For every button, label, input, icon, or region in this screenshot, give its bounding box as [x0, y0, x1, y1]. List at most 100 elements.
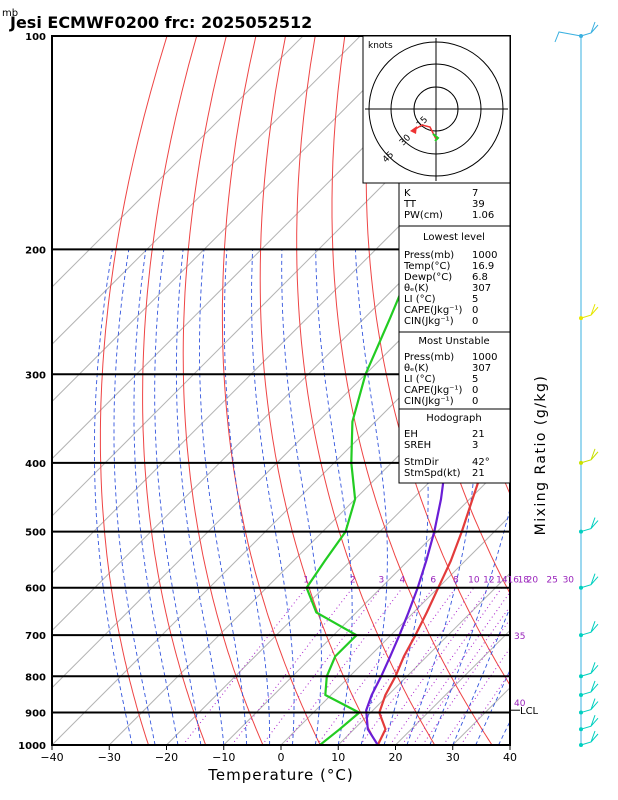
mixing-ratio-label: 6 [430, 576, 436, 586]
temperature-tick-label: 10 [331, 751, 345, 764]
dewpoint-profile [305, 68, 510, 745]
wind-barb [580, 715, 599, 730]
wind-barb [580, 573, 599, 589]
index-table-frame [398, 182, 511, 484]
most-unstable-row-0-label: Press(mb) [404, 352, 454, 363]
lowest-level-row-6-value: 0 [472, 316, 478, 327]
hodograph-stats-row-3-value: 21 [472, 468, 485, 479]
mixing-ratio-label: 12 [483, 576, 494, 586]
adiabat-labels: 35 40 [514, 632, 526, 709]
hodograph-stats-row-0-label: EH [404, 429, 418, 440]
most-unstable-row-3-value: 0 [472, 385, 478, 396]
pressure-tick-label: 400 [25, 459, 46, 470]
moist-adiabat-line [175, 249, 225, 745]
index-pwcm-label: PW(cm) [404, 210, 443, 221]
lowest-level-row-1-label: Temp(°C) [403, 261, 451, 272]
hodograph-unit: knots [368, 41, 393, 51]
mixing-ratio-line [261, 587, 382, 745]
temperature-tick-label: 30 [446, 751, 460, 764]
dry-adiabat-line [582, 36, 618, 745]
wind-barb [580, 730, 599, 746]
isotherm-line [166, 400, 510, 745]
lowest-level-title: Lowest level [423, 232, 485, 243]
lowest-level-row-1-value: 16.9 [472, 261, 494, 272]
pressure-tick-label: 200 [25, 245, 46, 256]
mixing-ratio-line [401, 591, 510, 745]
wind-barb [580, 662, 599, 677]
mixing-ratio-label: 3 [379, 576, 385, 586]
dry-adiabat-line [259, 36, 378, 745]
wind-barb-top [554, 31, 582, 43]
pressure-axis: 100 200 300 400 500 600 700 800 900 1000 [18, 32, 46, 752]
moist-adiabat-line [199, 249, 248, 745]
mixing-ratio-label: 1 [303, 576, 309, 586]
pressure-unit-label: mb [2, 8, 18, 19]
hodograph-stats-title: Hodograph [426, 413, 481, 424]
temperature-tick-label: 20 [389, 751, 403, 764]
mixing-ratio-label: 8 [453, 576, 459, 586]
moist-adiabat-line [154, 249, 202, 745]
hodograph-stats-row-2-label: StmDir [404, 457, 439, 468]
pressure-tick-label: 900 [25, 709, 46, 720]
mixing-ratio-label: 4 [400, 576, 406, 586]
most-unstable-row-1-value: 307 [472, 363, 491, 374]
mixing-ratio-label: 30 [563, 576, 575, 586]
lowest-level-row-5-label: CAPE(Jkg⁻¹) [404, 305, 462, 316]
lowest-level-row-0-value: 1000 [472, 250, 497, 261]
moist-adiabat-line [93, 249, 133, 745]
isotherm-line [52, 171, 510, 632]
hodograph-stats-row-3-label: StmSpd(kt) [404, 468, 461, 479]
temperature-tick-label: −40 [40, 751, 63, 764]
isotherm-line [280, 515, 510, 745]
isotherm-line [337, 572, 510, 745]
mixing-ratio-line [389, 587, 503, 745]
moist-adiabat-line [133, 249, 179, 745]
dry-adiabat-line [365, 36, 510, 687]
mixing-ratio-label: 10 [468, 576, 480, 586]
wind-barb [580, 303, 599, 319]
mixing-ratio-axis-title: Mixing Ratio (g/kg) [533, 375, 549, 536]
isotherm-line [52, 36, 361, 345]
most-unstable-row-4-label: CIN(Jkg⁻¹) [404, 396, 454, 407]
mixing-ratio-label: 25 [546, 576, 557, 586]
dry-adiabat-line [182, 36, 264, 745]
pressure-tick-label: 500 [25, 528, 46, 539]
hodograph: knots 15 30 45 [362, 35, 511, 184]
dry-adiabat-line [331, 36, 493, 745]
lowest-level-row-0-label: Press(mb) [404, 250, 454, 261]
pressure-tick-label: 300 [25, 370, 46, 381]
lowest-level-row-4-label: LI (°C) [404, 294, 436, 305]
storm-motion-marker [410, 126, 417, 134]
pressure-tick-label: 700 [25, 631, 46, 642]
dry-adiabat-line [296, 36, 436, 745]
lowest-level-row-4-value: 5 [472, 294, 478, 305]
index-tt-value: 39 [472, 199, 485, 210]
lowest-level-row-5-value: 0 [472, 305, 478, 316]
moist-adiabat-line [223, 249, 271, 745]
pressure-tick-label: 100 [25, 32, 46, 43]
wind-barb [580, 680, 599, 696]
mixing-ratio-line [412, 605, 510, 745]
temperature-tick-label: −10 [212, 751, 235, 764]
temperature-tick-label: −20 [155, 751, 178, 764]
mixing-ratio-label: 18 [518, 576, 530, 586]
wind-barb [580, 448, 599, 464]
most-unstable-row-4-value: 0 [472, 396, 478, 407]
wind-barb [580, 517, 599, 533]
lowest-level-row-3-label: θₑ(K) [404, 283, 429, 294]
isotherm-line [52, 36, 476, 460]
mixing-ratio-line [231, 587, 354, 745]
moist-adiabat-line [498, 720, 510, 745]
pressure-tick-label: 1000 [18, 741, 46, 752]
hodograph-stats-row-1-label: SREH [404, 440, 431, 451]
pressure-tick-label: 600 [25, 584, 46, 595]
hodograph-stats-row-0-value: 21 [472, 429, 485, 440]
wind-barb [580, 621, 599, 636]
dry-adiabat-line [142, 36, 207, 745]
index-tt-label: TT [403, 199, 417, 210]
hodograph-stats-row-2-value: 42° [472, 457, 490, 468]
mixing-ratio-label: 14 [496, 576, 508, 586]
mixing-ratio-label: 20 [527, 576, 539, 586]
